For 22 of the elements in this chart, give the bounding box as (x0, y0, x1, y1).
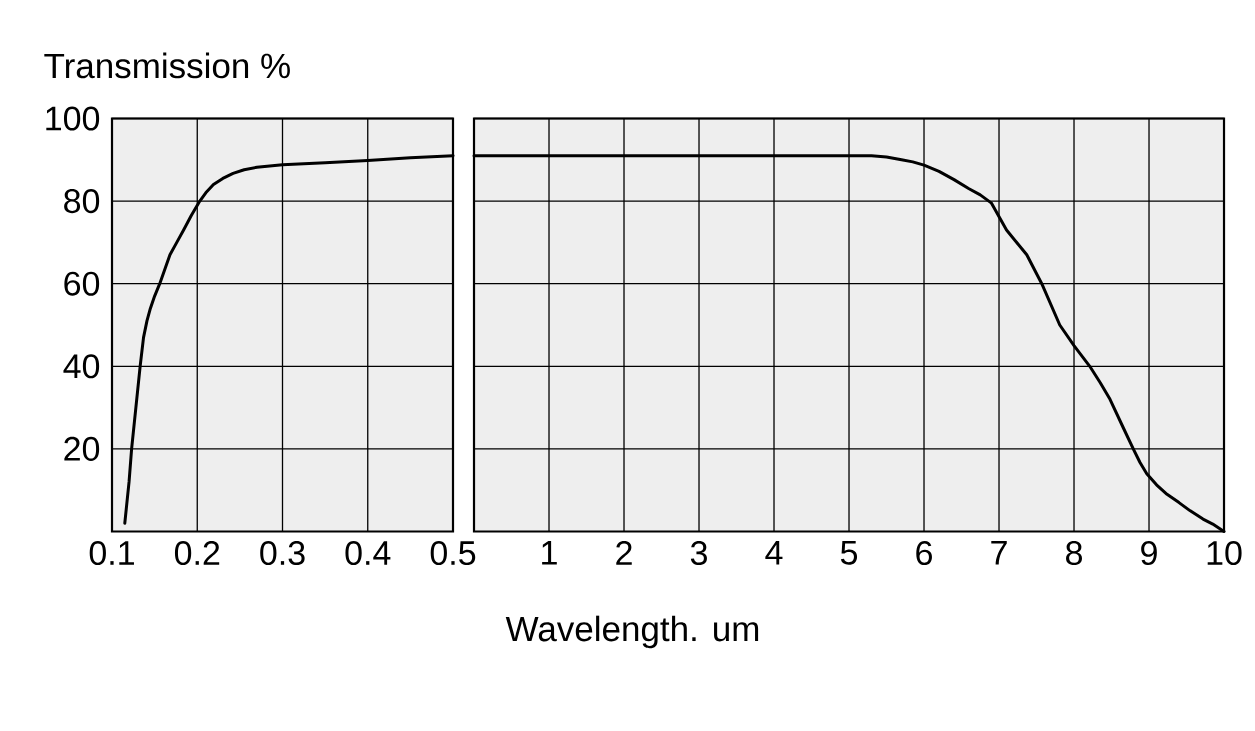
y-tick-label: 100 (46, 106, 100, 131)
y-tick-label: 40 (63, 354, 100, 379)
y-axis-title: Transmission % (44, 52, 290, 79)
y-tick-label: 80 (64, 189, 100, 214)
x-tick-label: 2 (616, 541, 632, 565)
x-axis-title: Wavelength. um (505, 615, 759, 649)
x-tick-label: 3 (690, 541, 707, 566)
x-tick-label: 9 (1141, 541, 1157, 566)
y-tick-label: 60 (64, 271, 100, 296)
x-tick-label: 0.1 (89, 541, 134, 566)
x-tick-label: 6 (916, 541, 932, 566)
x-tick-label: 10 (1207, 541, 1242, 566)
x-tick-label: 4 (765, 541, 783, 565)
x-tick-label: 5 (840, 541, 858, 565)
x-tick-label: 0.5 (430, 541, 476, 566)
x-tick-label: 0.4 (345, 541, 391, 566)
x-tick-label: 7 (991, 541, 1007, 565)
x-tick-label: 8 (1066, 541, 1082, 566)
y-tick-label: 20 (64, 436, 100, 461)
x-tick-label: 1 (542, 541, 557, 565)
x-tick-label: 0.2 (174, 541, 220, 566)
x-tick-label: 0.3 (260, 541, 305, 566)
